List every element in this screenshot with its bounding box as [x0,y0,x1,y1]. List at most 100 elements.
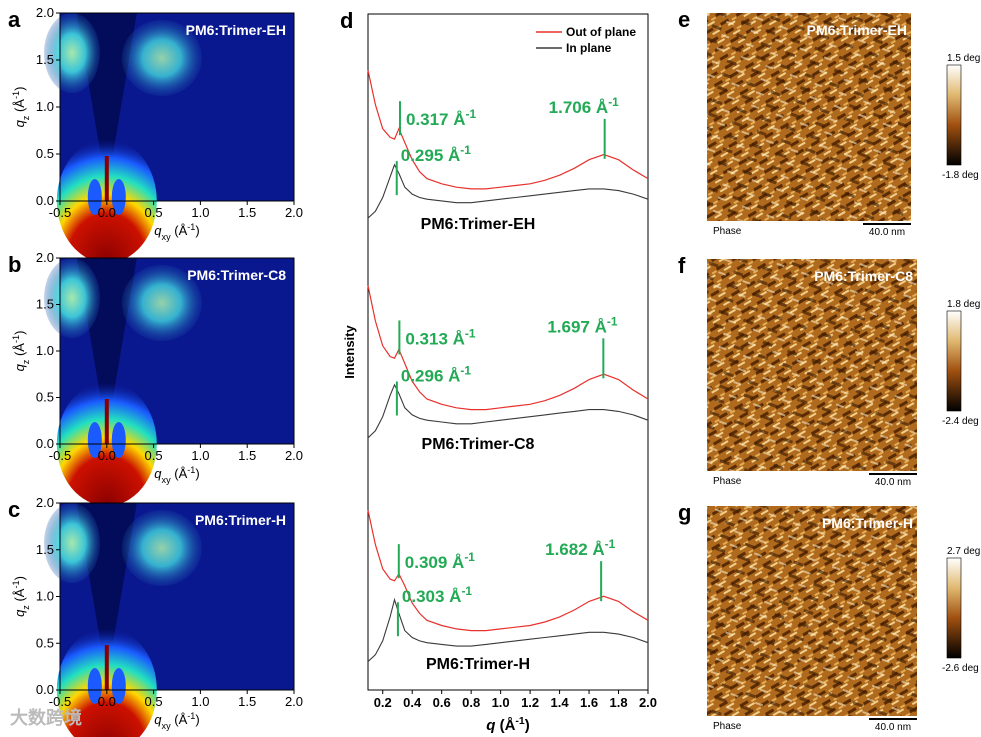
lobe-hole-left [87,422,102,458]
ytick-label: 1.5 [36,542,54,557]
peak-label-ip: 0.303 Å-1 [402,584,473,606]
afm-scalebar-label: 40.0 nm [875,477,911,488]
afm-colorbar [946,64,962,166]
afm-panel-g: g PM6:Trimer-H 2.7 deg -2.6 deg Phase 40.0 nm [678,500,980,733]
peak-label-oop-exp: -1 [466,107,477,121]
afm-image-overlay [707,259,917,471]
xtick-label: 1.0 [191,205,209,220]
giwaxs-ylabel: qz (Å-1) [11,576,31,617]
lineplot-xtick-label: 0.8 [462,695,480,710]
lineplot-xtick-label: 1.2 [521,695,539,710]
xtick-label: 2.0 [285,694,303,709]
afm-sample-name: PM6:Trimer-H [822,515,913,531]
wing-left [44,503,100,583]
lobe-hole-right [111,668,126,704]
watermark: 大数跨境 [10,707,82,728]
ytick-label: 0.5 [36,390,54,405]
giwaxs-ylabel: qz (Å-1) [11,87,31,128]
lineplot-xtick-label: 0.4 [403,695,422,710]
giwaxs-sample-name: PM6:Trimer-C8 [187,267,286,283]
lineplot-xtick-label: 1.0 [492,695,510,710]
afm-mode-label: Phase [713,226,742,237]
giwaxs-xlabel: qxy (Å-1) [154,222,199,242]
xtick-label: 1.0 [191,448,209,463]
oop-line [367,70,649,190]
afm-colorbar-max: 1.5 deg [947,53,980,64]
ip-line [367,383,649,439]
xtick-label: 1.5 [238,448,256,463]
giwaxs-panel-c: c PM6:Trimer-H-0.5 0.0 0.5 1.0 1.5 2.00.00.51.… [8,495,303,737]
peak-label-oop: 0.309 Å-1 [405,550,476,572]
ytick-label: 1.0 [36,589,54,604]
ytick-label: 1.5 [36,52,54,67]
giwaxs-xlabel: qxy (Å-1) [154,465,199,485]
legend-label: In plane [566,41,612,55]
afm-panel-e: e PM6:Trimer-EH 1.5 deg -1.8 deg Phase 40.0 n… [678,7,980,238]
oop-line [367,510,649,632]
xtick-label: 0.5 [145,205,163,220]
specular-rod [104,645,109,690]
sample-name: PM6:Trimer-C8 [422,436,535,453]
afm-colorbar [946,557,962,659]
panel-label-d: d [340,8,353,33]
panel-label-g: g [678,500,691,525]
wing-right [121,510,202,586]
ytick-label: 0.5 [36,635,54,650]
panel-label-c: c [8,497,20,522]
lobe-hole-left [87,179,102,215]
peak-label-oop-exp: -1 [464,550,475,564]
xtick-label: -0.5 [49,448,71,463]
afm-colorbar-max: 1.8 deg [947,299,980,310]
giwaxs-xlabel: qxy (Å-1) [154,711,199,731]
ytick-label: 0.5 [36,146,54,161]
xtick-label: -0.5 [49,694,71,709]
giwaxs-ylabel: qz (Å-1) [11,331,31,372]
afm-panel-f: f PM6:Trimer-C8 1.8 deg -2.4 deg Phase 40.0 n… [678,253,980,488]
lineplot-xtick-label: 1.4 [551,695,570,710]
peak-label-ip: 0.296 Å-1 [401,364,472,386]
afm-colorbar-min: -2.6 deg [942,663,979,674]
peak-label-ip-exp: -1 [461,584,472,598]
giwaxs-panel-a: a PM6:Trimer-EH-0.5 0.0 0.5 1.0 1.5 2.00.00.51… [8,5,303,263]
xtick-label: 0.5 [145,448,163,463]
lobe-hole-left [87,668,102,704]
afm-colorbar-max: 2.7 deg [947,546,980,557]
lobe-hole-right [111,422,126,458]
ytick-label: 1.0 [36,99,54,114]
xtick-label: 1.0 [191,694,209,709]
ytick-label: 1.0 [36,343,54,358]
panel-label-a: a [8,7,21,32]
lineplot-xtick-label: 0.2 [374,695,392,710]
panel-label-e: e [678,7,690,32]
peak-label-oop: 0.317 Å-1 [406,107,477,129]
peak-label-ip: 0.295 Å-1 [401,143,472,165]
lineplot-xlabel: q (Å-1) [486,715,530,734]
afm-mode-label: Phase [713,721,742,732]
lineplot-xtick-label: 2.0 [639,695,657,710]
afm-scalebar-label: 40.0 nm [875,722,911,733]
peak-label-high: 1.682 Å-1 [545,537,616,559]
afm-colorbar [946,310,962,412]
peak-label-oop-exp: -1 [465,326,476,340]
wing-right [121,20,202,96]
oop-line [367,285,649,411]
xtick-label: 0.0 [98,694,116,709]
ytick-label: 0.0 [36,682,54,697]
afm-mode-label: Phase [713,476,742,487]
lineplot-xtick-label: 0.6 [433,695,451,710]
afm-scalebar-label: 40.0 nm [869,227,905,238]
lineplot-xtick-label: 1.6 [580,695,598,710]
legend-label: Out of plane [566,25,636,39]
line-profiles-panel: d 0.2 0.4 0.6 0.8 1.0 1.2 1.4 1.6 1.8 2.0 q (Å-1) In… [340,8,657,734]
xtick-label: 0.0 [98,448,116,463]
afm-panels: e PM6:Trimer-EH 1.5 deg -1.8 deg Phase 40.0 n… [678,7,980,733]
sample-traces-2: 0.309 Å-1 0.303 Å-1 1.682 Å-1 PM6:Trimer-H [367,510,649,673]
xtick-label: 2.0 [285,205,303,220]
peak-label-high-exp: -1 [607,314,618,328]
specular-rod [104,399,109,444]
wing-left [44,13,100,93]
giwaxs-sample-name: PM6:Trimer-H [195,512,286,528]
peak-label-high-exp: -1 [605,537,616,551]
afm-colorbar-min: -1.8 deg [942,170,979,181]
